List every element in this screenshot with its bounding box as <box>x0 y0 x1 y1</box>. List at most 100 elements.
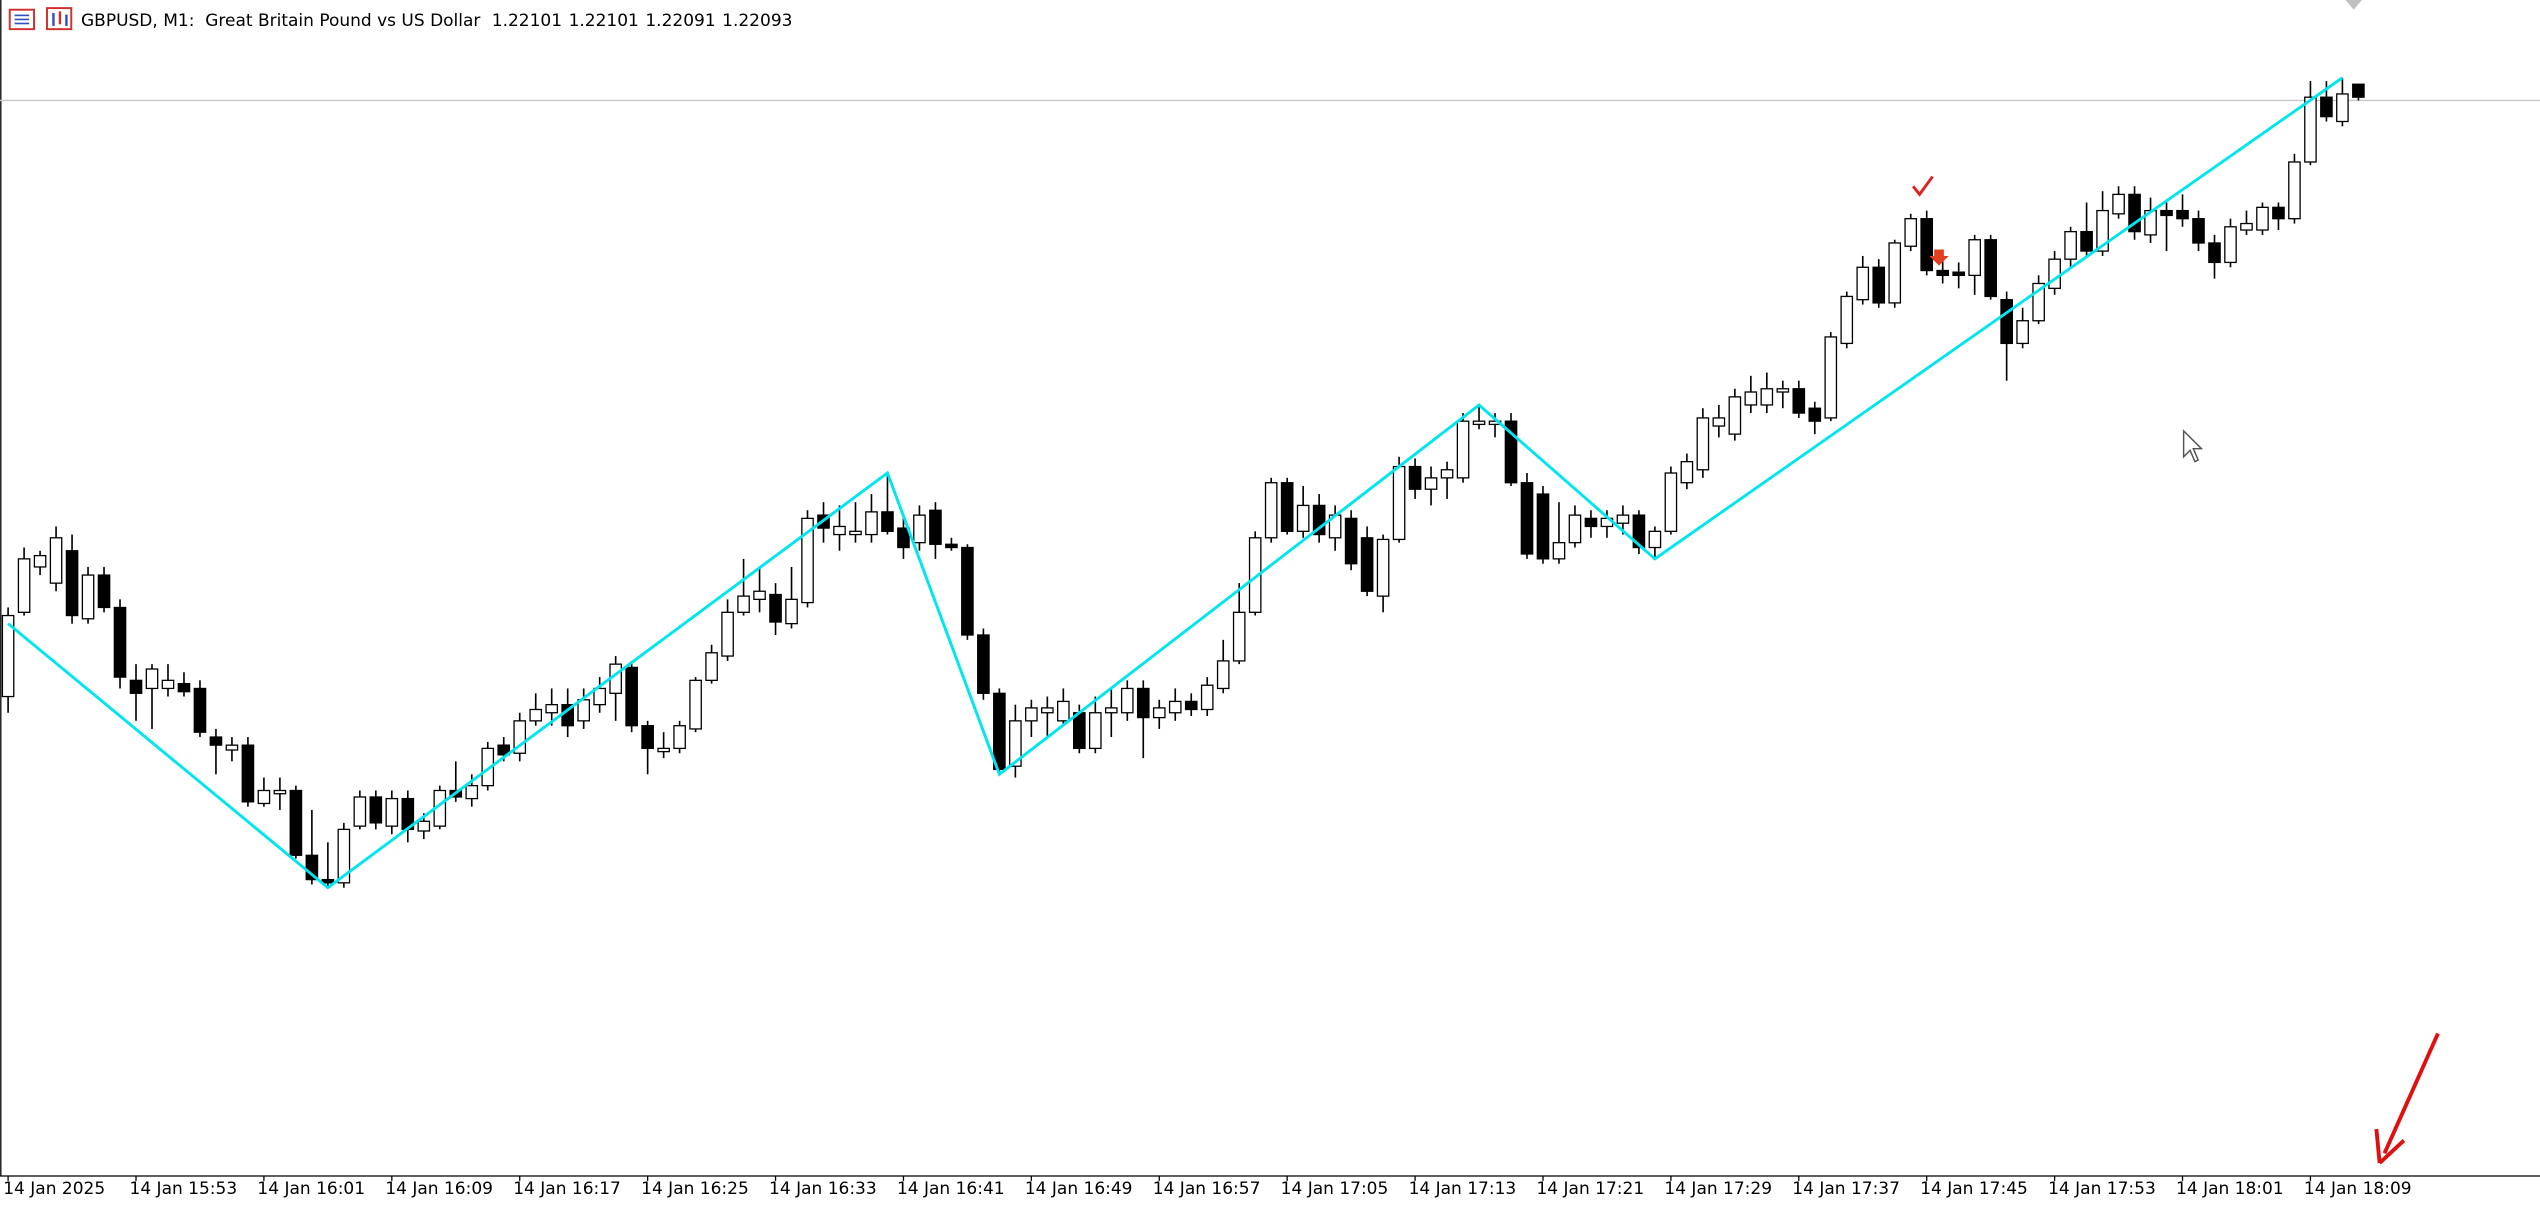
candle-body-up <box>865 511 878 536</box>
time-label: 14 Jan 17:53 <box>2048 1179 2156 1199</box>
zigzag-line <box>7 76 2344 890</box>
candle-body-up <box>545 703 559 714</box>
time-label: 14 Jan 16:57 <box>1153 1179 1261 1199</box>
candle-body-up <box>689 679 702 730</box>
header-open: 1.22101 <box>492 11 562 31</box>
candle-body-down <box>2320 96 2333 118</box>
time-label: 14 Jan 16:09 <box>385 1179 493 1199</box>
mouse-cursor <box>2182 429 2204 463</box>
candle-body-down <box>2352 83 2365 98</box>
candle-body-up <box>529 708 543 722</box>
candle-body-up <box>1968 239 1981 277</box>
candle-body-up <box>2240 222 2253 231</box>
sell-arrow-signal <box>1929 249 1949 266</box>
plot-area <box>0 76 2540 890</box>
candle-body-up <box>1057 700 1070 722</box>
candle-body-down <box>1584 517 1598 528</box>
candle-body-down <box>321 878 335 884</box>
candle-body-up <box>1712 417 1726 427</box>
shift-marker[interactable] <box>2345 0 2362 10</box>
candle-body-up <box>145 668 159 690</box>
candle-body-down <box>1984 239 1997 298</box>
time-label: 14 Jan 16:33 <box>769 1179 877 1199</box>
candle-body-up <box>801 517 814 604</box>
candle-body-up <box>465 784 479 800</box>
candle-body-up <box>1904 218 1918 247</box>
candle-body-up <box>417 820 431 832</box>
candle-body-down <box>305 854 319 881</box>
candle-body-up <box>49 537 63 584</box>
candle-body-down <box>961 546 974 636</box>
candle-body-down <box>993 692 1006 771</box>
candle-body-up <box>2096 209 2109 252</box>
time-label: 14 Jan 16:01 <box>257 1179 365 1199</box>
candle-body-down <box>881 511 894 532</box>
candle-body-up <box>1616 514 1630 524</box>
candle-body-up <box>1264 482 1278 539</box>
candle-body-down <box>1920 218 1934 272</box>
candle-body-up <box>1888 242 1902 304</box>
candle-body-up <box>1009 720 1022 767</box>
header-close: 1.22093 <box>722 11 792 31</box>
candle-body-up <box>1120 687 1134 714</box>
candle-body-up <box>225 744 239 751</box>
candle-body-up <box>1104 707 1118 714</box>
annotation-arrow <box>2382 1032 2440 1155</box>
time-label: 14 Jan 17:21 <box>1537 1179 1645 1199</box>
candle-body-up <box>17 558 31 613</box>
candle-body-up <box>81 574 95 620</box>
candle-body-down <box>945 543 958 549</box>
candle-body-down <box>129 679 143 694</box>
candle-body-down <box>1792 388 1806 414</box>
candle-body-down <box>2080 230 2093 252</box>
candle-body-down <box>2208 242 2221 264</box>
candle-body-up <box>353 796 367 827</box>
candle-body-up <box>1696 417 1710 471</box>
candle-body-down <box>97 574 111 609</box>
candle-body-up <box>1568 514 1582 544</box>
candle-body-down <box>1872 266 1886 304</box>
candle-body-down <box>1136 687 1150 719</box>
candle-body-down <box>177 682 191 693</box>
candle-body-down <box>1073 712 1086 750</box>
candle-body-up <box>385 797 399 827</box>
candle-body-down <box>1312 504 1326 536</box>
candle-body-up <box>849 530 862 536</box>
candle-body-down <box>1344 517 1358 565</box>
candle-body-down <box>2128 193 2141 233</box>
candle-body-up <box>1648 530 1662 549</box>
candle-body-up <box>657 747 670 753</box>
candle-body-up <box>1 614 15 698</box>
candle-body-down <box>1632 514 1646 549</box>
candle-body-down <box>929 509 942 545</box>
candle-body-up <box>1440 469 1454 479</box>
chart-menu-icons[interactable] <box>8 7 73 31</box>
candle-body-down <box>977 634 990 694</box>
candle-body-down <box>209 736 223 746</box>
candle-body-up <box>1025 707 1038 722</box>
candle-body-up <box>1760 388 1774 406</box>
candle-body-up <box>785 598 798 625</box>
time-label: 14 Jan 17:13 <box>1409 1179 1517 1199</box>
candle-body-down <box>769 593 782 623</box>
candle-body-up <box>2032 282 2045 322</box>
time-axis: 14 Jan 2025 14 Jan 15:53 14 Jan 16:01 14 Ja… <box>3 1176 2412 1199</box>
candle-body-down <box>369 796 383 824</box>
time-label: 14 Jan 18:09 <box>2304 1179 2412 1199</box>
candle-body-up <box>1200 684 1214 711</box>
time-label: 14 Jan 16:41 <box>897 1179 1005 1199</box>
candle-body-up <box>1552 542 1566 560</box>
candle-body-up <box>273 789 287 795</box>
candle-body-up <box>1728 396 1742 435</box>
candle-body-down <box>65 550 79 617</box>
candle-body-down <box>1504 420 1518 484</box>
candle-body-down <box>241 744 255 803</box>
candle-body-up <box>1664 472 1678 532</box>
header-high: 1.22101 <box>569 11 639 31</box>
candle-body-up <box>481 747 495 787</box>
candle-body-down <box>641 725 654 750</box>
candle-body-up <box>2224 226 2237 264</box>
candle-body-up <box>257 789 271 805</box>
time-label: 14 Jan 16:17 <box>513 1179 621 1199</box>
